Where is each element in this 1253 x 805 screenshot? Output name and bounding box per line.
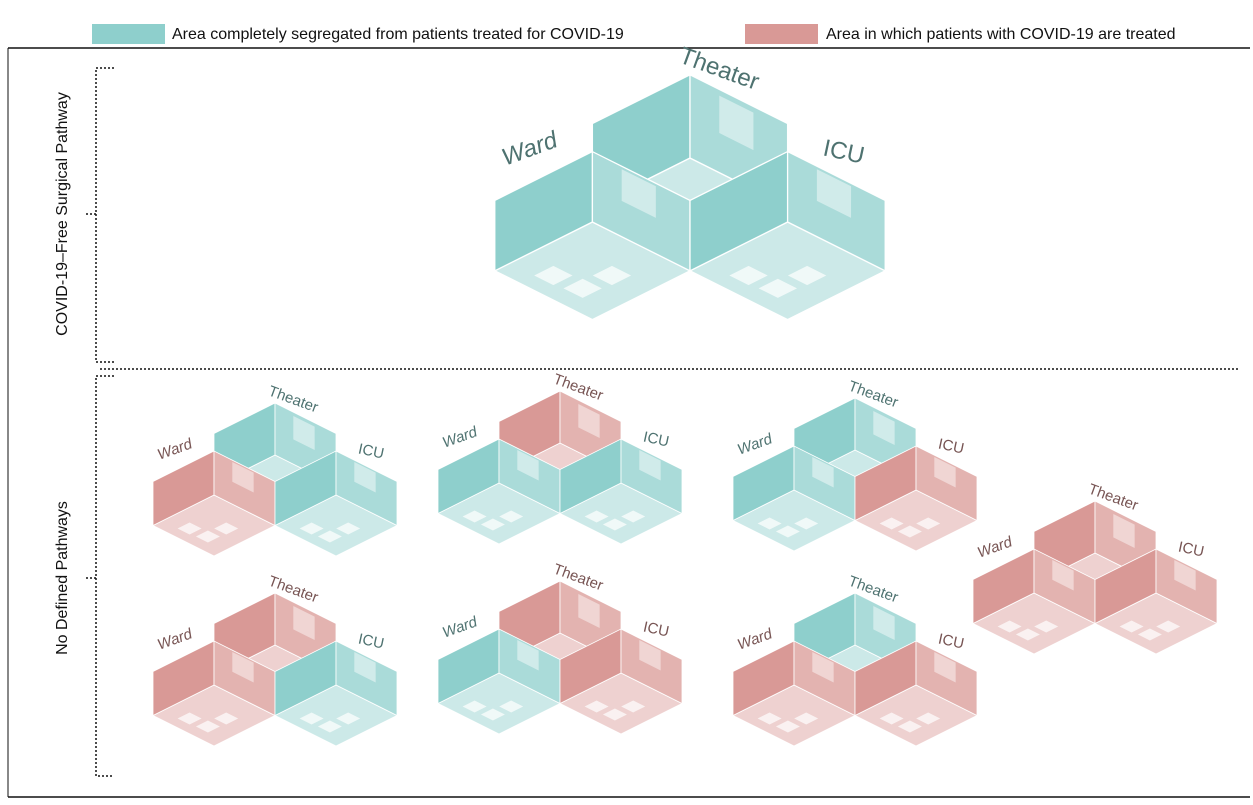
furniture: [602, 708, 627, 721]
room-wall: [915, 640, 978, 717]
furniture: [177, 712, 202, 725]
furniture: [584, 510, 609, 523]
furniture: [916, 517, 941, 530]
furniture: [787, 265, 827, 286]
window: [719, 95, 754, 151]
furniture: [499, 510, 524, 523]
window: [816, 169, 852, 218]
furniture: [621, 510, 646, 523]
window: [1174, 560, 1196, 591]
furniture: [299, 522, 324, 535]
furniture: [1034, 620, 1059, 633]
window: [1052, 560, 1074, 591]
furniture: [879, 517, 904, 530]
furniture: [462, 700, 487, 713]
window: [517, 640, 539, 671]
window: [1113, 514, 1135, 549]
furniture: [916, 712, 941, 725]
room-label: ICU: [937, 630, 966, 652]
furniture: [214, 522, 239, 535]
furniture: [1156, 620, 1181, 633]
room-wall: [335, 640, 398, 717]
furniture: [195, 530, 220, 543]
furniture: [214, 712, 239, 725]
furniture: [897, 525, 922, 538]
window: [873, 411, 895, 446]
bracket-bottom: [84, 375, 114, 777]
furniture: [299, 712, 324, 725]
window: [578, 404, 600, 439]
window: [812, 652, 834, 683]
room-label: ICU: [1177, 538, 1206, 560]
furniture: [1015, 628, 1040, 641]
room-wall: [915, 445, 978, 522]
window: [812, 457, 834, 488]
room-wall: [620, 628, 683, 705]
brackets: [84, 67, 1240, 777]
furniture: [336, 522, 361, 535]
furniture: [563, 278, 602, 298]
furniture: [534, 265, 573, 286]
furniture: [317, 530, 342, 543]
furniture: [775, 720, 800, 733]
furniture: [1119, 620, 1144, 633]
legend-label: Area completely segregated from patients…: [172, 26, 624, 43]
window: [293, 606, 315, 641]
window: [639, 640, 661, 671]
window: [517, 450, 539, 481]
window: [621, 169, 656, 218]
room-wall: [1155, 548, 1218, 625]
furniture: [195, 720, 220, 733]
furniture: [1137, 628, 1162, 641]
furniture: [499, 700, 524, 713]
furniture: [336, 712, 361, 725]
furniture: [757, 517, 782, 530]
window: [639, 449, 661, 481]
room-label: ICU: [937, 435, 966, 457]
furniture: [794, 517, 819, 530]
legend-swatch: [92, 24, 165, 44]
window: [578, 594, 600, 629]
furniture: [879, 712, 904, 725]
room-wall: [335, 450, 398, 527]
room-label: ICU: [357, 440, 386, 462]
furniture: [794, 712, 819, 725]
room-label: ICU: [642, 428, 671, 450]
row-label: No Defined Pathways: [54, 501, 71, 655]
furniture: [621, 700, 646, 713]
window: [354, 461, 376, 493]
bracket-top: [84, 67, 114, 363]
room-wall: [620, 438, 683, 515]
furniture: [897, 720, 922, 733]
window: [232, 462, 254, 493]
window: [293, 416, 315, 451]
furniture: [997, 620, 1022, 633]
legend-label: Area in which patients with COVID-19 are…: [826, 26, 1176, 43]
furniture: [317, 720, 342, 733]
room-label: ICU: [642, 618, 671, 640]
window: [354, 652, 376, 683]
furniture: [757, 712, 782, 725]
furniture: [584, 700, 609, 713]
window: [232, 652, 254, 683]
room-wall: [786, 150, 886, 272]
window: [934, 652, 956, 683]
furniture: [602, 518, 627, 531]
furniture: [775, 525, 800, 538]
furniture: [462, 510, 487, 523]
furniture: [480, 518, 505, 531]
row-label: COVID-19–Free Surgical Pathway: [54, 92, 71, 336]
window: [873, 606, 895, 641]
legend-swatch: [745, 24, 818, 44]
furniture: [480, 708, 505, 721]
furniture: [758, 278, 798, 298]
window: [934, 456, 956, 488]
room-label: ICU: [357, 630, 386, 652]
furniture: [177, 522, 202, 535]
